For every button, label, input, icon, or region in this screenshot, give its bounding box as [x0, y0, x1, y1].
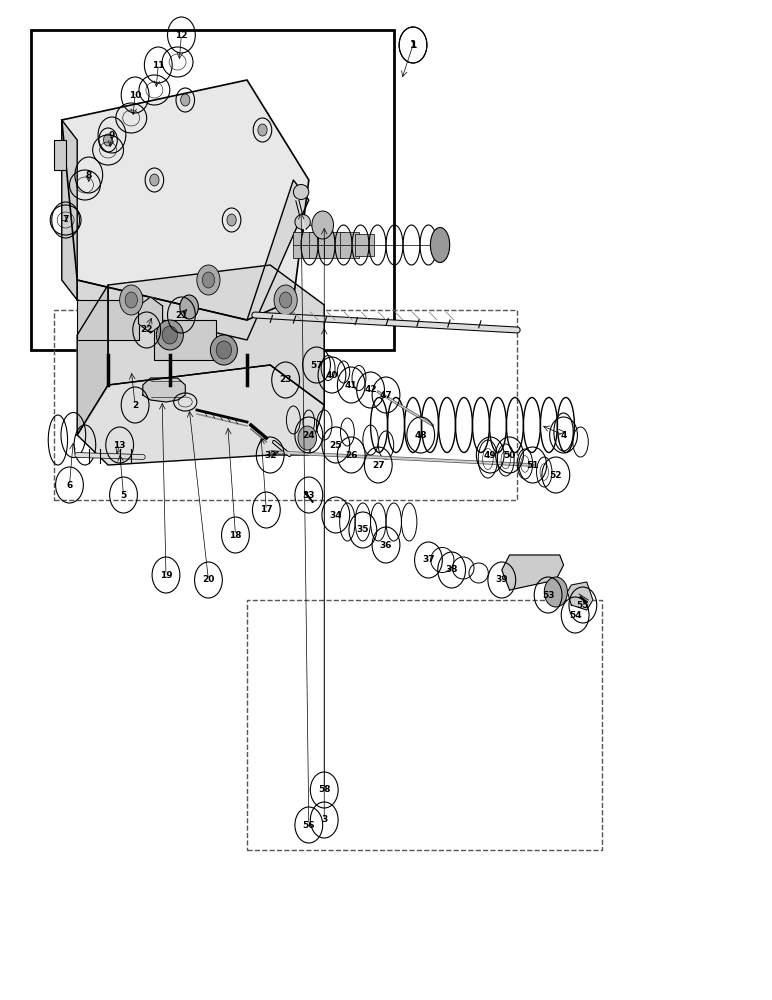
Ellipse shape — [430, 228, 449, 262]
Polygon shape — [77, 180, 309, 340]
Text: 7: 7 — [63, 216, 69, 225]
Text: 32: 32 — [264, 450, 276, 460]
Polygon shape — [143, 378, 185, 402]
Ellipse shape — [156, 320, 183, 350]
Bar — [355, 234, 374, 256]
Text: 5: 5 — [120, 490, 127, 499]
Text: 34: 34 — [330, 510, 342, 520]
Text: 54: 54 — [569, 610, 581, 619]
Polygon shape — [502, 555, 564, 590]
Text: 27: 27 — [372, 460, 384, 470]
Circle shape — [274, 285, 297, 315]
Polygon shape — [77, 365, 324, 465]
Ellipse shape — [162, 326, 178, 344]
Text: 33: 33 — [303, 490, 315, 499]
Polygon shape — [62, 120, 77, 300]
Text: 17: 17 — [260, 506, 273, 514]
Text: 13: 13 — [113, 440, 126, 450]
Bar — [54, 310, 517, 500]
Text: 51: 51 — [527, 460, 539, 470]
Circle shape — [181, 94, 190, 106]
Circle shape — [197, 265, 220, 295]
Bar — [154, 320, 216, 360]
Bar — [340, 232, 359, 257]
Text: 42: 42 — [364, 385, 377, 394]
Polygon shape — [108, 265, 324, 405]
Text: 2: 2 — [132, 400, 138, 410]
Ellipse shape — [216, 341, 232, 359]
Circle shape — [180, 295, 198, 319]
Circle shape — [279, 292, 292, 308]
Text: 58: 58 — [318, 786, 330, 794]
Polygon shape — [567, 582, 593, 610]
Text: 38: 38 — [445, 566, 458, 574]
Text: 35: 35 — [357, 526, 369, 534]
Text: 40: 40 — [326, 370, 338, 379]
Ellipse shape — [210, 335, 237, 365]
Text: 10: 10 — [129, 91, 141, 100]
Text: 1: 1 — [410, 40, 416, 50]
Bar — [309, 232, 328, 257]
Text: 39: 39 — [496, 576, 508, 584]
Text: 49: 49 — [484, 450, 496, 460]
Text: 57: 57 — [310, 360, 323, 369]
Text: 19: 19 — [160, 570, 172, 580]
Polygon shape — [77, 285, 108, 435]
Text: 12: 12 — [175, 30, 188, 39]
Circle shape — [312, 211, 334, 239]
Polygon shape — [138, 297, 163, 333]
Circle shape — [120, 285, 143, 315]
Text: 23: 23 — [279, 375, 292, 384]
Text: 37: 37 — [422, 556, 435, 564]
Text: 6: 6 — [66, 481, 73, 489]
Circle shape — [103, 134, 113, 146]
Bar — [247, 600, 602, 850]
Text: 9: 9 — [109, 130, 115, 139]
Text: 11: 11 — [152, 60, 164, 70]
Bar — [324, 232, 344, 257]
Text: 47: 47 — [380, 390, 392, 399]
Circle shape — [227, 214, 236, 226]
Circle shape — [150, 174, 159, 186]
Bar — [31, 30, 394, 350]
Text: 8: 8 — [86, 170, 92, 180]
Text: 24: 24 — [303, 430, 315, 440]
Text: 21: 21 — [175, 310, 188, 320]
Circle shape — [544, 577, 567, 607]
Bar — [77, 300, 139, 340]
Circle shape — [202, 272, 215, 288]
Text: 52: 52 — [550, 471, 562, 480]
Text: 56: 56 — [303, 820, 315, 830]
Ellipse shape — [295, 215, 310, 230]
Text: 36: 36 — [380, 540, 392, 550]
Text: 25: 25 — [330, 440, 342, 450]
Text: 1: 1 — [410, 40, 416, 49]
Bar — [293, 232, 313, 257]
Text: 50: 50 — [503, 450, 516, 460]
Circle shape — [298, 426, 317, 450]
Text: 55: 55 — [577, 600, 589, 609]
Text: 4: 4 — [560, 430, 567, 440]
Circle shape — [258, 124, 267, 136]
Polygon shape — [62, 80, 309, 320]
Bar — [54, 140, 66, 170]
Ellipse shape — [293, 184, 309, 200]
Text: 26: 26 — [345, 450, 357, 460]
Text: 22: 22 — [141, 326, 153, 334]
Circle shape — [125, 292, 137, 308]
Text: 53: 53 — [542, 590, 554, 599]
Text: 48: 48 — [415, 430, 427, 440]
Text: 41: 41 — [345, 380, 357, 389]
Text: 3: 3 — [321, 816, 327, 824]
Text: 18: 18 — [229, 530, 242, 540]
Text: 20: 20 — [202, 576, 215, 584]
